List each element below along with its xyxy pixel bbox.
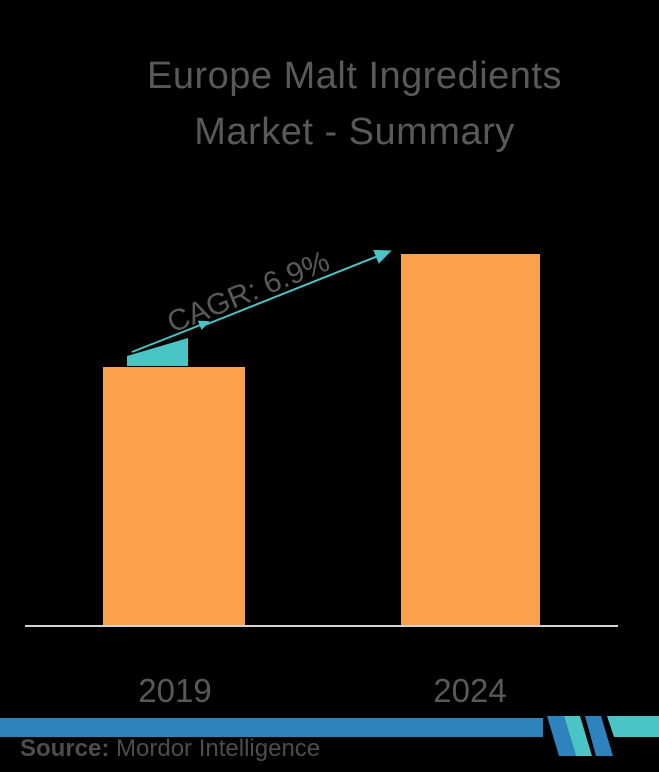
x-tick-label-2019: 2019: [138, 672, 212, 709]
bar-2024: [401, 254, 540, 626]
bar-2019: [103, 367, 245, 626]
chart-title-line1: Europe Malt Ingredients: [147, 55, 562, 97]
source-value: Mordor Intelligence: [116, 735, 321, 762]
chart-title: Europe Malt Ingredients Market - Summary: [50, 48, 659, 160]
trend-wedge-triangle: [127, 338, 188, 366]
source-label: Source:: [20, 735, 110, 762]
x-axis-line: [25, 625, 618, 627]
trend-arrow-segment-2: [204, 249, 392, 326]
logo-block: [607, 716, 659, 737]
logo-ribbon-1: [547, 716, 576, 756]
footer-banner-bar: [0, 718, 543, 737]
logo-ribbon-3: [585, 716, 613, 756]
chart-title-line2: Market - Summary: [194, 111, 515, 153]
x-tick-label-2024: 2024: [433, 672, 507, 709]
trend-arrow-segment-1: [131, 320, 210, 353]
cagr-label: CAGR: 6.9%: [163, 245, 335, 340]
mordor-intelligence-logo: [547, 716, 659, 756]
logo-ribbon-2: [564, 716, 592, 756]
source-line: Source: Mordor Intelligence: [20, 735, 320, 763]
